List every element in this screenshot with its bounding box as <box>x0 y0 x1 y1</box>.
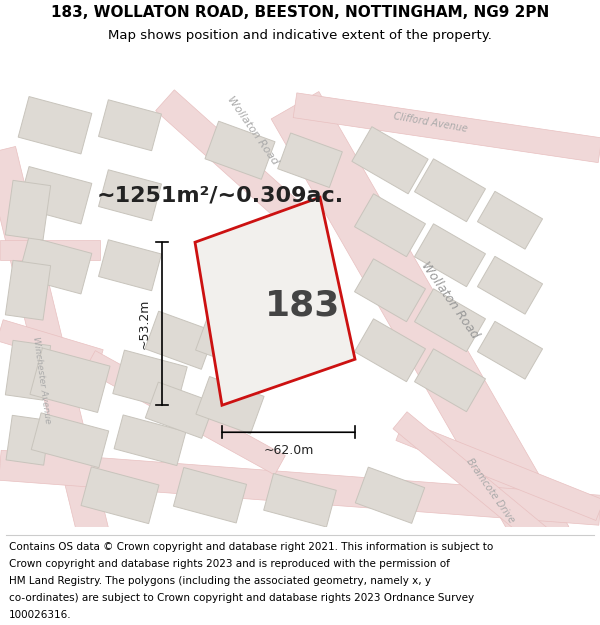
Polygon shape <box>396 420 600 521</box>
Polygon shape <box>415 349 485 412</box>
Polygon shape <box>271 91 569 554</box>
Polygon shape <box>5 341 50 400</box>
Polygon shape <box>5 181 50 240</box>
Polygon shape <box>18 96 92 154</box>
Text: ~1251m²/~0.309ac.: ~1251m²/~0.309ac. <box>97 185 344 205</box>
Text: ~62.0m: ~62.0m <box>263 444 314 457</box>
Polygon shape <box>31 413 109 468</box>
Polygon shape <box>205 121 275 179</box>
Polygon shape <box>278 133 343 188</box>
Polygon shape <box>98 100 161 151</box>
Text: Wollaton Road: Wollaton Road <box>226 94 280 166</box>
Polygon shape <box>355 467 425 523</box>
Text: Winchester Avenue: Winchester Avenue <box>31 336 53 424</box>
Text: Contains OS data © Crown copyright and database right 2021. This information is : Contains OS data © Crown copyright and d… <box>9 542 493 552</box>
Polygon shape <box>478 256 542 314</box>
Polygon shape <box>415 289 485 352</box>
Polygon shape <box>0 320 103 371</box>
Polygon shape <box>352 127 428 194</box>
Polygon shape <box>415 159 485 222</box>
Polygon shape <box>478 191 542 249</box>
Polygon shape <box>355 319 425 382</box>
Polygon shape <box>114 415 186 466</box>
Polygon shape <box>393 412 552 549</box>
Polygon shape <box>196 311 265 370</box>
Polygon shape <box>18 236 92 294</box>
Text: co-ordinates) are subject to Crown copyright and database rights 2023 Ordnance S: co-ordinates) are subject to Crown copyr… <box>9 593 474 603</box>
Text: Map shows position and indicative extent of the property.: Map shows position and indicative extent… <box>108 29 492 42</box>
Text: 183, WOLLATON ROAD, BEESTON, NOTTINGHAM, NG9 2PN: 183, WOLLATON ROAD, BEESTON, NOTTINGHAM,… <box>51 5 549 20</box>
Polygon shape <box>355 194 425 257</box>
Polygon shape <box>155 90 319 241</box>
Polygon shape <box>85 351 286 475</box>
Polygon shape <box>263 474 337 527</box>
Text: Wollaton Road: Wollaton Road <box>419 259 481 341</box>
Polygon shape <box>145 382 215 438</box>
Polygon shape <box>18 166 92 224</box>
Polygon shape <box>81 467 159 524</box>
Text: Crown copyright and database rights 2023 and is reproduced with the permission o: Crown copyright and database rights 2023… <box>9 559 450 569</box>
Polygon shape <box>478 321 542 379</box>
Polygon shape <box>145 311 215 369</box>
Polygon shape <box>355 259 425 322</box>
Polygon shape <box>6 416 50 465</box>
Polygon shape <box>173 468 247 523</box>
Polygon shape <box>293 93 600 162</box>
Polygon shape <box>196 376 264 434</box>
Text: 183: 183 <box>265 289 341 323</box>
Polygon shape <box>0 450 600 525</box>
Text: HM Land Registry. The polygons (including the associated geometry, namely x, y: HM Land Registry. The polygons (includin… <box>9 576 431 586</box>
Text: Bramcote Drive: Bramcote Drive <box>464 456 516 524</box>
Polygon shape <box>30 348 110 413</box>
Polygon shape <box>0 146 110 544</box>
Text: 100026316.: 100026316. <box>9 610 71 620</box>
Text: ~53.2m: ~53.2m <box>137 299 151 349</box>
Polygon shape <box>415 224 485 287</box>
Polygon shape <box>0 240 100 260</box>
Text: Clifford Avenue: Clifford Avenue <box>392 111 468 134</box>
Polygon shape <box>195 198 355 405</box>
Polygon shape <box>98 240 161 291</box>
Polygon shape <box>5 261 50 320</box>
Polygon shape <box>98 170 161 221</box>
Polygon shape <box>113 350 187 411</box>
